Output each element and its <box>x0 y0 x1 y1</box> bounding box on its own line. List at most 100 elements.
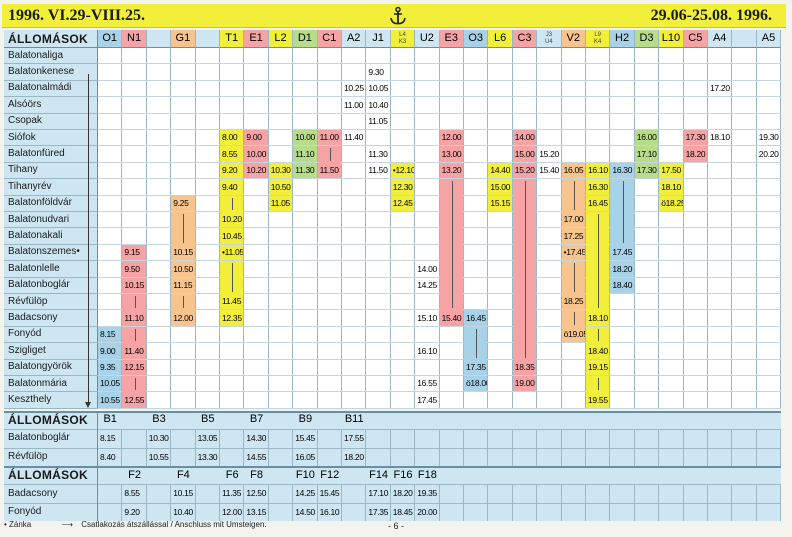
departure-time: 12.00 <box>439 130 463 146</box>
column-divider <box>121 502 123 522</box>
route-header: C1 <box>317 30 342 48</box>
route-header <box>195 30 220 48</box>
column-divider <box>438 447 440 466</box>
column-body <box>659 48 684 409</box>
route-line <box>598 328 600 342</box>
departure-time: 17.10 <box>634 146 659 162</box>
departure-time: 16.55 <box>417 378 437 389</box>
departure-time: 8.55 <box>220 146 244 162</box>
route-header: U2 <box>415 30 440 48</box>
column-divider <box>267 429 269 448</box>
column-body <box>390 48 416 409</box>
column-divider <box>365 429 367 448</box>
departure-time: 9.15 <box>122 244 146 261</box>
departure-time: 15.10 <box>417 312 437 323</box>
route-line <box>598 214 600 309</box>
departure-time: 10.25 <box>344 83 364 94</box>
departure-time: 15.45 <box>295 433 315 444</box>
column-divider <box>780 447 782 466</box>
column-divider <box>145 447 147 466</box>
departure-time: 10.00 <box>244 146 268 162</box>
route-span <box>561 261 585 294</box>
departure-time: •12.10 <box>390 162 415 179</box>
route-header: F10 <box>295 468 315 481</box>
departure-time: 18.10 <box>586 310 610 326</box>
column-body <box>756 48 782 409</box>
column-divider <box>487 484 489 503</box>
station-name: Révfülöp <box>4 294 98 311</box>
column-divider <box>389 447 391 466</box>
route-header: L4 K3 <box>390 30 416 48</box>
route-sub-label: L4 <box>399 32 406 38</box>
row-divider <box>98 391 782 393</box>
departure-time: 16.45 <box>586 195 610 211</box>
station-name: Tihany <box>4 163 98 180</box>
departure-time: 14.25 <box>417 280 437 291</box>
departure-time: 12.35 <box>220 310 244 326</box>
route-sub-label: J3 <box>545 32 553 38</box>
departure-time: 14.50 <box>295 506 315 517</box>
route-line <box>476 328 478 358</box>
route-header <box>146 30 172 48</box>
column-divider <box>194 484 196 503</box>
column-divider <box>121 484 123 503</box>
column-divider <box>609 502 611 522</box>
station-name: Keszthely <box>4 392 98 409</box>
departure-time: 19.35 <box>417 488 437 499</box>
departure-time: 16.30 <box>610 162 634 179</box>
route-line <box>183 296 185 309</box>
departure-time: 15.15 <box>488 195 512 211</box>
station-column <box>4 48 98 409</box>
departure-time: 15.45 <box>319 488 340 499</box>
route-line <box>134 378 136 391</box>
departure-time: 10.50 <box>268 179 293 195</box>
column-body <box>342 48 367 409</box>
station-name: Révfülöp <box>4 447 98 466</box>
departure-time: 17.35 <box>464 359 488 375</box>
column-body <box>488 48 513 409</box>
route-line <box>598 378 600 391</box>
departure-time: 17.20 <box>710 83 730 94</box>
departure-time: 12.55 <box>122 392 146 408</box>
departure-time: 14.25 <box>295 488 315 499</box>
departure-time: 10.40 <box>173 506 193 517</box>
direction-arrow <box>88 74 89 406</box>
departure-time: 11.30 <box>293 162 317 179</box>
route-header: T1 <box>220 30 245 48</box>
departure-time: 8.40 <box>100 451 116 462</box>
departure-time: 12.45 <box>390 195 415 211</box>
column-divider <box>731 484 733 503</box>
departure-time: 16.00 <box>634 130 659 146</box>
column-divider <box>707 447 708 466</box>
column-divider <box>365 484 367 503</box>
column-divider <box>707 484 708 503</box>
route-line <box>134 328 136 342</box>
departure-time: 9.25 <box>171 195 195 211</box>
column-divider <box>365 447 367 466</box>
departure-time: 18.20 <box>683 146 707 162</box>
route-header: B11 <box>344 413 364 426</box>
route-span <box>586 212 610 311</box>
row-divider <box>98 325 782 327</box>
route-line <box>525 181 526 358</box>
departure-time: 14.40 <box>488 162 512 179</box>
column-divider <box>536 429 538 448</box>
departure-time: 11.50 <box>317 162 341 179</box>
column-divider <box>243 429 245 448</box>
departure-time: 17.45 <box>610 244 634 261</box>
row-divider <box>98 161 782 163</box>
column-divider <box>389 429 391 448</box>
column-divider <box>414 484 416 503</box>
departure-time: 12.00 <box>171 310 195 326</box>
departure-time: 16.45 <box>464 310 488 326</box>
column-divider <box>609 429 611 448</box>
departure-time: 12.30 <box>390 179 415 195</box>
route-span <box>561 179 585 212</box>
route-span <box>317 146 341 163</box>
column-divider <box>292 429 294 448</box>
column-divider <box>243 447 245 466</box>
column-divider <box>219 447 220 466</box>
column-divider <box>682 484 684 503</box>
column-body <box>708 48 733 409</box>
departure-time: 10.05 <box>98 376 122 392</box>
